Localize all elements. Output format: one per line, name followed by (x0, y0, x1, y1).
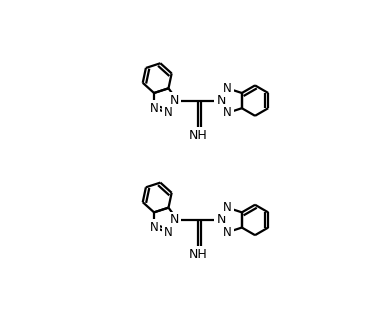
Text: NH: NH (188, 248, 207, 261)
Text: N: N (150, 102, 158, 115)
Text: N: N (150, 221, 158, 234)
Text: N: N (216, 94, 226, 107)
Text: N: N (223, 106, 232, 119)
Text: N: N (170, 94, 180, 107)
Text: N: N (223, 82, 232, 95)
Text: N: N (170, 214, 180, 227)
Text: N: N (223, 201, 232, 214)
Text: N: N (164, 106, 173, 119)
Text: N: N (164, 226, 173, 239)
Text: NH: NH (188, 129, 207, 142)
Text: N: N (223, 226, 232, 239)
Text: N: N (216, 214, 226, 227)
